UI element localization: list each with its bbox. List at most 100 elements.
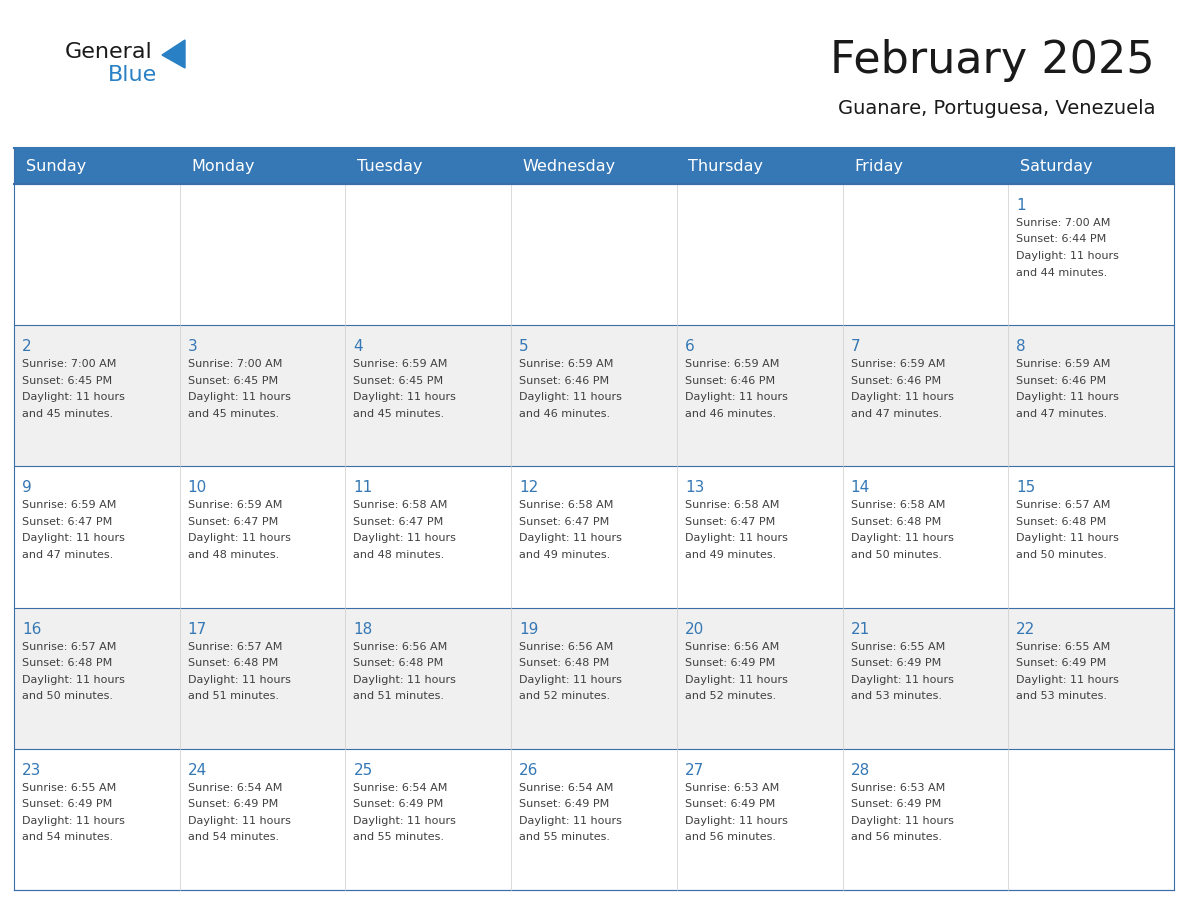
Text: and 51 minutes.: and 51 minutes. bbox=[188, 691, 279, 701]
Text: Sunset: 6:48 PM: Sunset: 6:48 PM bbox=[23, 658, 112, 668]
Bar bbox=[1009, 148, 1174, 184]
Text: 26: 26 bbox=[519, 763, 538, 778]
Text: 5: 5 bbox=[519, 339, 529, 354]
Text: Sunrise: 6:56 AM: Sunrise: 6:56 AM bbox=[684, 642, 779, 652]
Text: and 54 minutes.: and 54 minutes. bbox=[188, 833, 279, 843]
Bar bbox=[179, 148, 346, 184]
Text: and 54 minutes.: and 54 minutes. bbox=[23, 833, 113, 843]
Bar bbox=[14, 184, 179, 325]
Text: Daylight: 11 hours: Daylight: 11 hours bbox=[519, 816, 623, 826]
Text: Daylight: 11 hours: Daylight: 11 hours bbox=[851, 533, 954, 543]
Bar bbox=[14, 749, 179, 890]
Bar bbox=[346, 325, 511, 466]
Bar bbox=[842, 325, 1009, 466]
Bar bbox=[842, 184, 1009, 325]
Text: Sunrise: 6:58 AM: Sunrise: 6:58 AM bbox=[851, 500, 944, 510]
Polygon shape bbox=[162, 40, 185, 68]
Text: Sunrise: 6:54 AM: Sunrise: 6:54 AM bbox=[188, 783, 282, 793]
Text: 12: 12 bbox=[519, 480, 538, 496]
Text: Sunset: 6:45 PM: Sunset: 6:45 PM bbox=[353, 375, 443, 386]
Text: 22: 22 bbox=[1016, 621, 1036, 636]
Text: and 53 minutes.: and 53 minutes. bbox=[851, 691, 942, 701]
Text: 10: 10 bbox=[188, 480, 207, 496]
Bar bbox=[842, 749, 1009, 890]
Text: Sunset: 6:48 PM: Sunset: 6:48 PM bbox=[851, 517, 941, 527]
Text: 28: 28 bbox=[851, 763, 870, 778]
Text: Daylight: 11 hours: Daylight: 11 hours bbox=[851, 816, 954, 826]
Text: and 48 minutes.: and 48 minutes. bbox=[188, 550, 279, 560]
Bar bbox=[1009, 466, 1174, 608]
Text: Sunset: 6:46 PM: Sunset: 6:46 PM bbox=[519, 375, 609, 386]
Text: Sunset: 6:47 PM: Sunset: 6:47 PM bbox=[684, 517, 775, 527]
Text: Sunrise: 6:58 AM: Sunrise: 6:58 AM bbox=[353, 500, 448, 510]
Text: Sunrise: 6:53 AM: Sunrise: 6:53 AM bbox=[684, 783, 779, 793]
Text: Sunrise: 6:57 AM: Sunrise: 6:57 AM bbox=[188, 642, 282, 652]
Text: Sunset: 6:48 PM: Sunset: 6:48 PM bbox=[188, 658, 278, 668]
Text: Wednesday: Wednesday bbox=[523, 159, 615, 174]
Bar bbox=[14, 148, 179, 184]
Bar bbox=[1009, 749, 1174, 890]
Text: Sunset: 6:46 PM: Sunset: 6:46 PM bbox=[1016, 375, 1106, 386]
Bar bbox=[14, 325, 179, 466]
Bar bbox=[346, 608, 511, 749]
Text: and 50 minutes.: and 50 minutes. bbox=[851, 550, 942, 560]
Bar bbox=[677, 466, 842, 608]
Text: Saturday: Saturday bbox=[1019, 159, 1093, 174]
Text: Daylight: 11 hours: Daylight: 11 hours bbox=[353, 816, 456, 826]
Text: 11: 11 bbox=[353, 480, 373, 496]
Text: Daylight: 11 hours: Daylight: 11 hours bbox=[23, 533, 125, 543]
Text: and 55 minutes.: and 55 minutes. bbox=[353, 833, 444, 843]
Text: Daylight: 11 hours: Daylight: 11 hours bbox=[23, 816, 125, 826]
Text: Daylight: 11 hours: Daylight: 11 hours bbox=[684, 392, 788, 402]
Text: Sunset: 6:49 PM: Sunset: 6:49 PM bbox=[23, 800, 112, 810]
Text: Sunset: 6:48 PM: Sunset: 6:48 PM bbox=[519, 658, 609, 668]
Text: Sunset: 6:49 PM: Sunset: 6:49 PM bbox=[851, 800, 941, 810]
Bar bbox=[346, 184, 511, 325]
Bar bbox=[842, 608, 1009, 749]
Text: Daylight: 11 hours: Daylight: 11 hours bbox=[23, 392, 125, 402]
Text: and 44 minutes.: and 44 minutes. bbox=[1016, 267, 1107, 277]
Text: Daylight: 11 hours: Daylight: 11 hours bbox=[684, 533, 788, 543]
Text: Daylight: 11 hours: Daylight: 11 hours bbox=[353, 392, 456, 402]
Bar bbox=[14, 608, 179, 749]
Text: 17: 17 bbox=[188, 621, 207, 636]
Text: Sunrise: 6:54 AM: Sunrise: 6:54 AM bbox=[519, 783, 613, 793]
Text: Sunrise: 6:59 AM: Sunrise: 6:59 AM bbox=[1016, 359, 1111, 369]
Text: Sunrise: 6:59 AM: Sunrise: 6:59 AM bbox=[519, 359, 613, 369]
Bar bbox=[677, 325, 842, 466]
Text: and 49 minutes.: and 49 minutes. bbox=[684, 550, 776, 560]
Text: Sunset: 6:47 PM: Sunset: 6:47 PM bbox=[353, 517, 443, 527]
Text: Sunrise: 6:59 AM: Sunrise: 6:59 AM bbox=[188, 500, 282, 510]
Text: Sunset: 6:49 PM: Sunset: 6:49 PM bbox=[188, 800, 278, 810]
Text: 27: 27 bbox=[684, 763, 704, 778]
Text: Sunset: 6:46 PM: Sunset: 6:46 PM bbox=[684, 375, 775, 386]
Text: 14: 14 bbox=[851, 480, 870, 496]
Bar bbox=[842, 148, 1009, 184]
Text: Sunrise: 6:54 AM: Sunrise: 6:54 AM bbox=[353, 783, 448, 793]
Text: 16: 16 bbox=[23, 621, 42, 636]
Text: 13: 13 bbox=[684, 480, 704, 496]
Text: Daylight: 11 hours: Daylight: 11 hours bbox=[519, 392, 623, 402]
Bar bbox=[511, 325, 677, 466]
Text: 25: 25 bbox=[353, 763, 373, 778]
Text: and 46 minutes.: and 46 minutes. bbox=[684, 409, 776, 419]
Text: 2: 2 bbox=[23, 339, 32, 354]
Text: and 47 minutes.: and 47 minutes. bbox=[1016, 409, 1107, 419]
Text: Daylight: 11 hours: Daylight: 11 hours bbox=[188, 392, 291, 402]
Text: Sunrise: 6:59 AM: Sunrise: 6:59 AM bbox=[23, 500, 116, 510]
Text: and 45 minutes.: and 45 minutes. bbox=[188, 409, 279, 419]
Bar bbox=[1009, 184, 1174, 325]
Text: Daylight: 11 hours: Daylight: 11 hours bbox=[188, 816, 291, 826]
Bar bbox=[179, 466, 346, 608]
Text: Sunrise: 6:56 AM: Sunrise: 6:56 AM bbox=[519, 642, 613, 652]
Text: Daylight: 11 hours: Daylight: 11 hours bbox=[188, 533, 291, 543]
Text: Tuesday: Tuesday bbox=[358, 159, 423, 174]
Text: Sunrise: 6:55 AM: Sunrise: 6:55 AM bbox=[851, 642, 944, 652]
Text: and 52 minutes.: and 52 minutes. bbox=[519, 691, 611, 701]
Text: and 49 minutes.: and 49 minutes. bbox=[519, 550, 611, 560]
Text: Sunrise: 6:57 AM: Sunrise: 6:57 AM bbox=[1016, 500, 1111, 510]
Text: Daylight: 11 hours: Daylight: 11 hours bbox=[684, 675, 788, 685]
Text: General: General bbox=[65, 42, 153, 62]
Text: Sunset: 6:49 PM: Sunset: 6:49 PM bbox=[519, 800, 609, 810]
Bar bbox=[179, 184, 346, 325]
